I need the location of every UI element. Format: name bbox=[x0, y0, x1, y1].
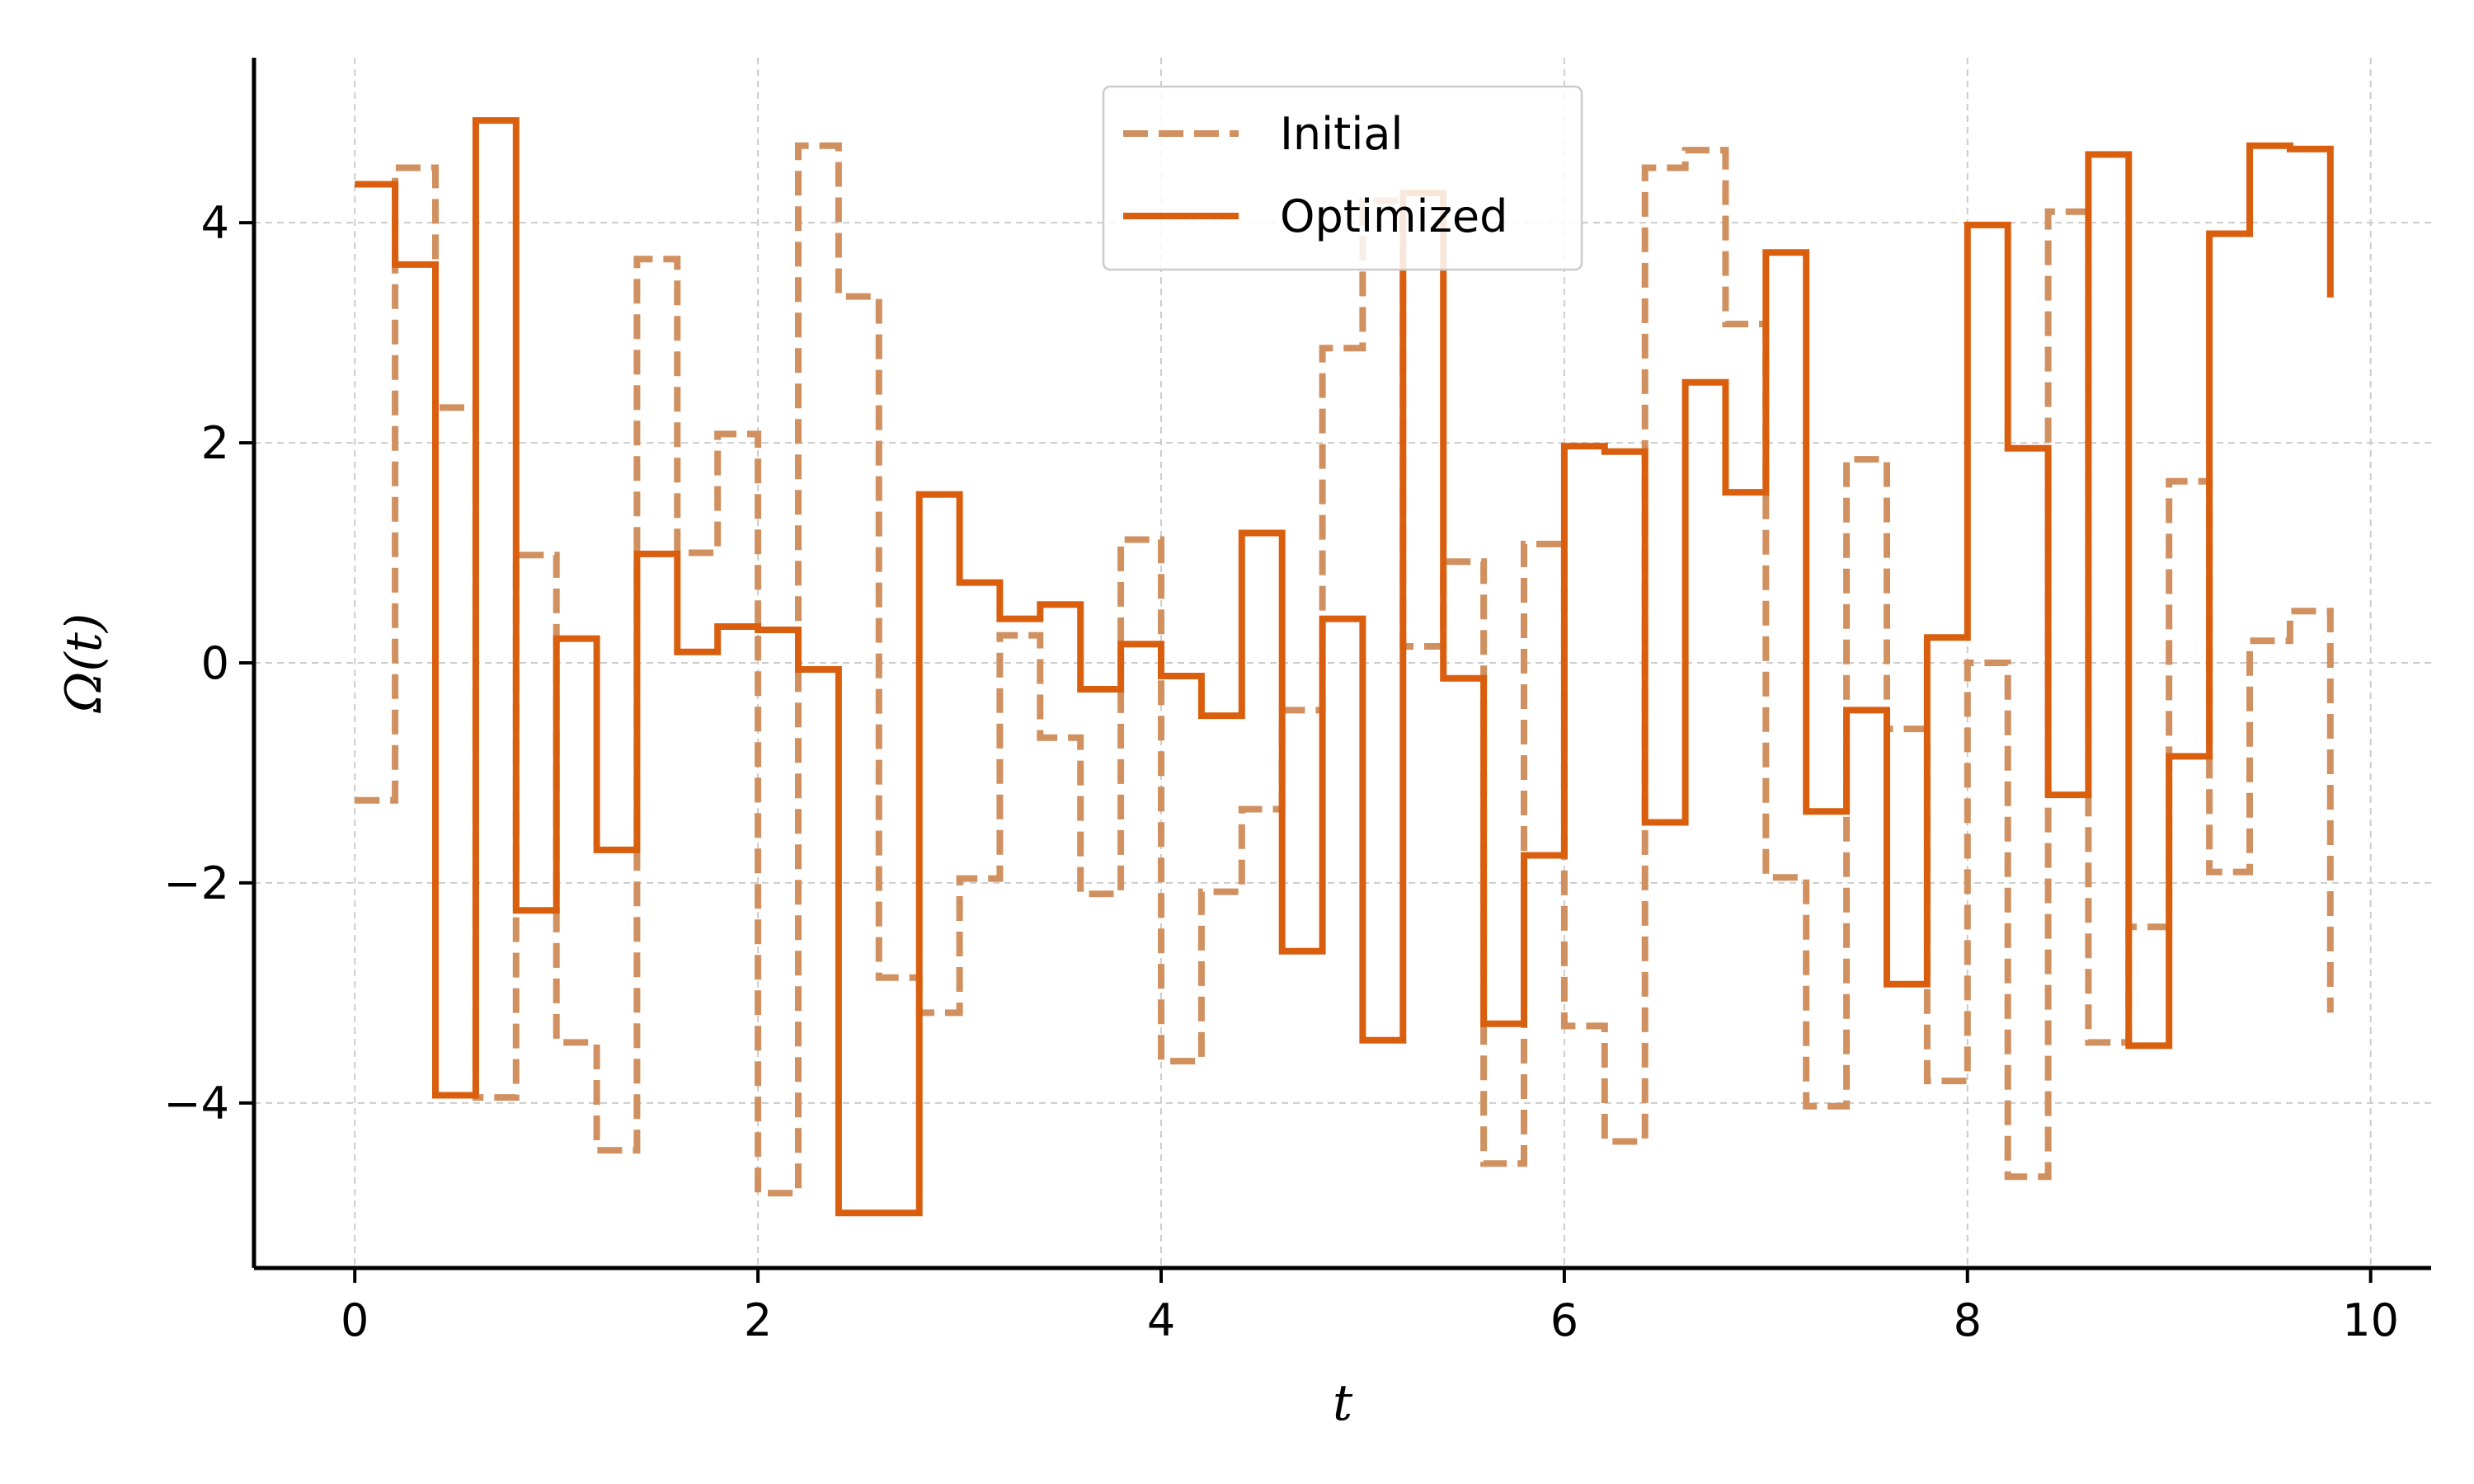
series-line-optimized bbox=[355, 117, 2334, 1217]
x-tick-label: 6 bbox=[1550, 1294, 1578, 1346]
x-tick-label: 4 bbox=[1147, 1294, 1175, 1346]
ticks: 0 2 4 6 8 10 −4 −2 0 2 4 bbox=[163, 197, 2399, 1346]
legend-box bbox=[1102, 85, 1583, 271]
y-tick-label: 4 bbox=[201, 197, 229, 249]
y-tick-label: 2 bbox=[201, 417, 229, 469]
y-axis-title: Ω(t) bbox=[55, 613, 113, 714]
x-tick-label: 10 bbox=[2342, 1294, 2399, 1346]
series-layer bbox=[355, 117, 2334, 1217]
y-tick-label: 0 bbox=[201, 637, 229, 689]
legend-label-optimized: Optimized bbox=[1280, 190, 1507, 242]
x-tick-label: 0 bbox=[341, 1294, 369, 1346]
x-axis-title: t bbox=[1333, 1374, 1353, 1432]
legend: Initial Optimized bbox=[1102, 85, 1583, 271]
y-tick-label: −2 bbox=[163, 857, 229, 909]
x-tick-label: 8 bbox=[1954, 1294, 1982, 1346]
x-tick-label: 2 bbox=[744, 1294, 772, 1346]
y-tick-label: −4 bbox=[163, 1078, 229, 1129]
series-line-initial bbox=[355, 142, 2334, 1197]
legend-label-initial: Initial bbox=[1280, 108, 1403, 160]
